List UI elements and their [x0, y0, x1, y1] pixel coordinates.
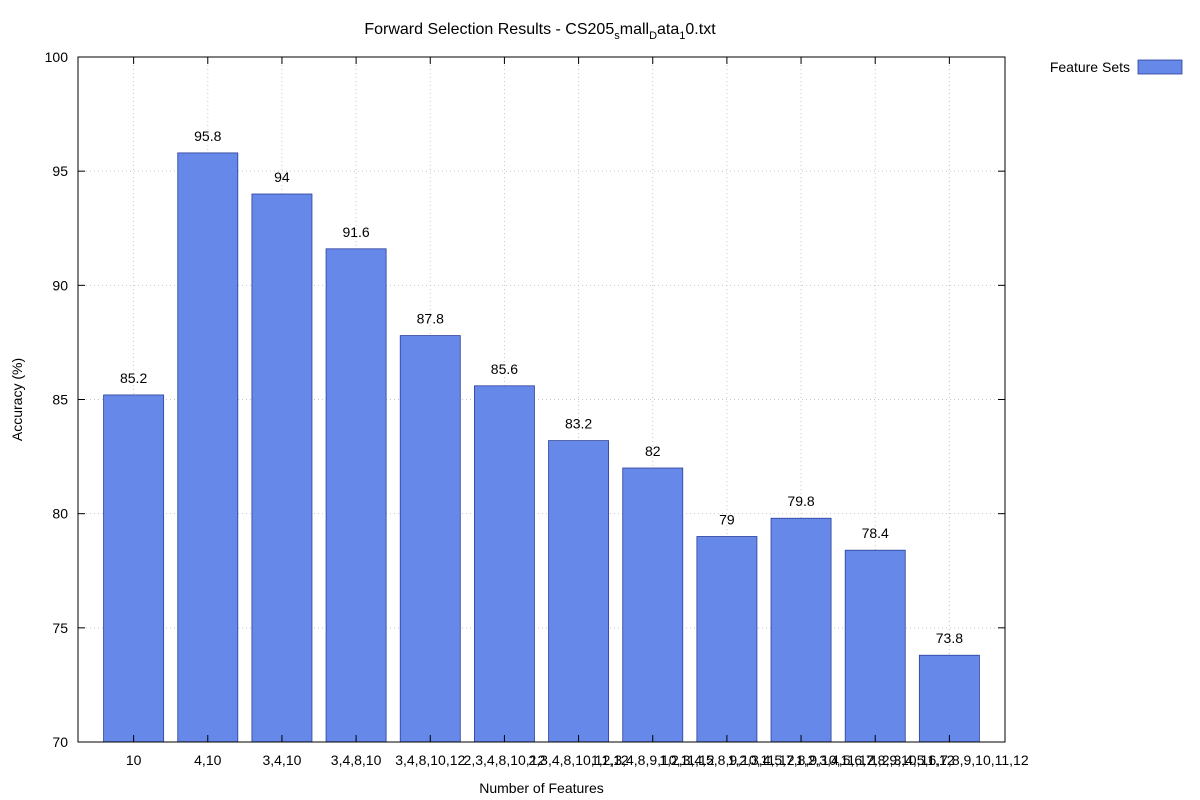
legend: Feature Sets: [1050, 59, 1183, 75]
bar: [770, 517, 832, 743]
bars: [103, 152, 980, 743]
data-label: 87.8: [417, 311, 444, 327]
bar: [473, 385, 535, 743]
bar: [103, 394, 165, 743]
data-label: 83.2: [565, 416, 592, 432]
x-tick-label: 2,3,4,8,10,11,12: [528, 752, 628, 768]
x-tick-label: 3,4,8,10,12: [395, 752, 465, 768]
data-label: 91.6: [342, 224, 369, 240]
chart-title-subscript: 1: [679, 30, 685, 42]
data-labels: 85.2 95.8 94 91.6 87.8 85.6 83.2 82 79 79.8 78.4 73…: [120, 128, 963, 646]
y-tick-label: 100: [45, 49, 69, 65]
x-tick-label: 1,2,3,4,8,9,10,11,12: [591, 752, 715, 768]
bar: [325, 248, 387, 743]
data-label: 85.6: [491, 361, 518, 377]
chart-title-subscript: s: [614, 30, 620, 42]
data-label: 94: [274, 169, 290, 185]
bar: [844, 549, 906, 743]
chart-title-segment: 0.txt: [685, 21, 716, 38]
tick-marks: [78, 56, 1005, 743]
x-axis-title: Number of Features: [479, 780, 604, 796]
bar: [622, 467, 684, 743]
y-tick-label: 80: [52, 506, 68, 522]
chart-title-segment: ata: [657, 21, 679, 38]
x-tick-labels: 10 4,10 3,4,10 3,4,8,10 3,4,8,10,122,3,4,8,1…: [126, 752, 1029, 768]
y-tick-label: 90: [52, 277, 68, 293]
data-label: 95.8: [194, 128, 221, 144]
x-tick-label: 1,2,3,4,5,6,7,8,9,10,11,12: [870, 752, 1029, 768]
y-tick-label: 70: [52, 734, 68, 750]
chart-title-segment: mall: [620, 21, 649, 38]
chart-title: Forward Selection Results - CS205smallDa…: [364, 21, 716, 42]
data-label: 85.2: [120, 370, 147, 386]
y-tick-labels: 70 75 80 85 90 95 100: [45, 49, 69, 750]
data-label: 73.8: [936, 630, 963, 646]
bar: [548, 440, 610, 743]
bar: [918, 654, 980, 743]
x-tick-label: 10: [126, 752, 142, 768]
data-label: 79: [719, 512, 735, 528]
x-tick-label: 2,3,4,8,10,12: [464, 752, 546, 768]
y-tick-label: 85: [52, 392, 68, 408]
y-tick-label: 95: [52, 163, 68, 179]
x-tick-label: 3,4,10: [262, 752, 301, 768]
y-axis-title: Accuracy (%): [9, 358, 25, 441]
legend-label: Feature Sets: [1050, 59, 1130, 75]
chart-title-subscript: D: [649, 30, 657, 42]
bar: [251, 193, 313, 743]
chart-title-segment: Forward Selection Results - CS205: [364, 21, 614, 38]
x-tick-label: 1,2,3,4,5,6,7,8,9,10,11,12: [796, 752, 955, 768]
bar: [696, 536, 758, 743]
legend-swatch: [1137, 59, 1183, 75]
bar: [177, 152, 239, 743]
x-tick-label: 1,2,3,4,5,8,9,10,11,12: [659, 752, 794, 768]
y-tick-label: 75: [52, 620, 68, 636]
data-label: 82: [645, 443, 661, 459]
data-label: 78.4: [862, 525, 889, 541]
x-tick-label: 1,2,3,4,5,7,8,9,10,11,12: [728, 752, 875, 768]
x-tick-label: 3,4,8,10: [331, 752, 382, 768]
x-tick-label: 4,10: [194, 752, 221, 768]
bar: [399, 335, 461, 743]
data-label: 79.8: [787, 493, 814, 509]
